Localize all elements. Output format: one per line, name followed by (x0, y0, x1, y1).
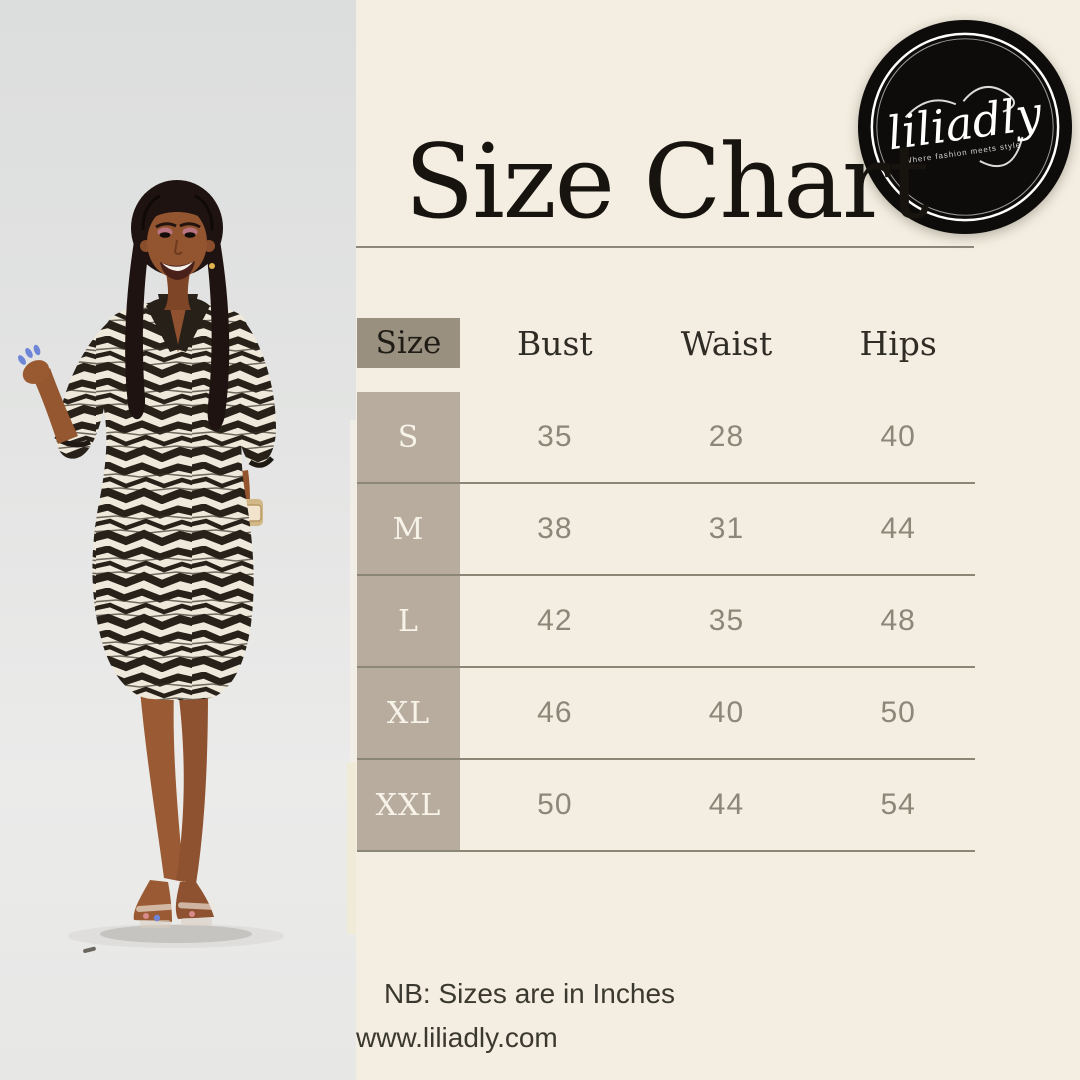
model-illustration (18, 180, 356, 953)
bust-value: 46 (537, 696, 573, 729)
brand-logo: liliadly Where fashion meets style (856, 18, 1074, 236)
bust-value: 42 (537, 604, 573, 637)
size-label: XL (357, 668, 460, 758)
hips-value: 44 (880, 512, 916, 545)
logo-flourish (904, 86, 1016, 118)
model-photo (0, 0, 356, 1080)
table-row-s: S 35 28 40 (357, 392, 975, 484)
header-bust: Bust (516, 323, 593, 363)
table-row-xl: XL 46 40 50 (357, 668, 975, 760)
website-text: www.liliadly.com (356, 1022, 558, 1053)
size-label: XXL (357, 760, 460, 850)
sizes-note: NB: Sizes are in Inches (384, 978, 676, 1009)
bust-value: 35 (537, 420, 573, 453)
bust-value: 50 (537, 788, 573, 821)
hips-value: 40 (880, 420, 916, 453)
bust-value: 38 (537, 512, 573, 545)
table-row-m: M 38 31 44 (357, 484, 975, 576)
size-label: L (357, 576, 460, 666)
header-size: Size (357, 318, 460, 368)
waist-value: 40 (708, 696, 745, 729)
table-row-xxl: XXL 50 44 54 (357, 760, 975, 852)
page-title: Size Chart (404, 123, 929, 242)
hips-value: 50 (880, 696, 916, 729)
waist-value: 44 (708, 788, 745, 821)
table-row-l: L 42 35 48 (357, 576, 975, 668)
size-table-body: S 35 28 40 M 38 31 44 L 42 35 48 XL 46 4… (357, 392, 975, 852)
hips-value: 48 (880, 604, 916, 637)
logo-circle (857, 19, 1073, 235)
header-waist: Waist (680, 323, 773, 363)
size-table-header: Size Bust Waist Hips (357, 318, 975, 368)
hips-value: 54 (880, 788, 916, 821)
size-label: S (357, 392, 460, 482)
size-label: M (357, 484, 460, 574)
title-divider (356, 246, 974, 248)
waist-value: 31 (708, 512, 745, 545)
waist-value: 28 (708, 420, 745, 453)
waist-value: 35 (708, 604, 745, 637)
header-hips: Hips (859, 323, 937, 363)
